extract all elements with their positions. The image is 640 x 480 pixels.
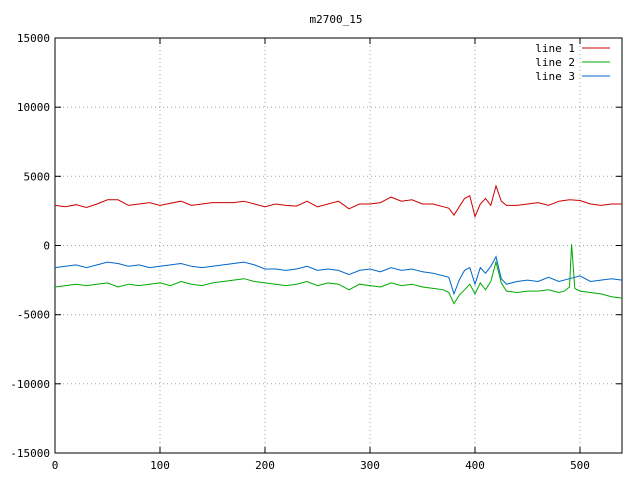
x-tick-label: 100	[150, 459, 170, 472]
legend-label: line 3	[535, 70, 575, 83]
y-tick-label: 0	[43, 240, 50, 253]
legend-label: line 1	[535, 42, 575, 55]
y-tick-label: 10000	[17, 101, 50, 114]
plot-frame	[54, 37, 623, 454]
x-tick-label: 0	[52, 459, 59, 472]
y-axis: 15000 10000 5000 0 -5000 -10000 -15000	[10, 32, 622, 460]
y-tick-label: -10000	[10, 378, 50, 391]
y-tick-label: -15000	[10, 447, 50, 460]
series-line-2	[54, 244, 623, 305]
grid-lines	[55, 38, 622, 453]
y-tick-label: -5000	[17, 309, 50, 322]
series-line-3	[54, 255, 623, 296]
chart-title: m2700_15	[310, 13, 363, 26]
series-line-1	[54, 184, 622, 219]
y-tick-label: 5000	[24, 170, 51, 183]
series-lines	[54, 184, 623, 305]
x-tick-label: 300	[360, 459, 380, 472]
x-tick-label: 400	[465, 459, 485, 472]
x-tick-label: 200	[255, 459, 275, 472]
x-tick-label: 500	[570, 459, 590, 472]
legend-label: line 2	[535, 56, 575, 69]
x-axis: 0 100 200 300 400 500	[52, 38, 590, 472]
y-tick-label: 15000	[17, 32, 50, 45]
